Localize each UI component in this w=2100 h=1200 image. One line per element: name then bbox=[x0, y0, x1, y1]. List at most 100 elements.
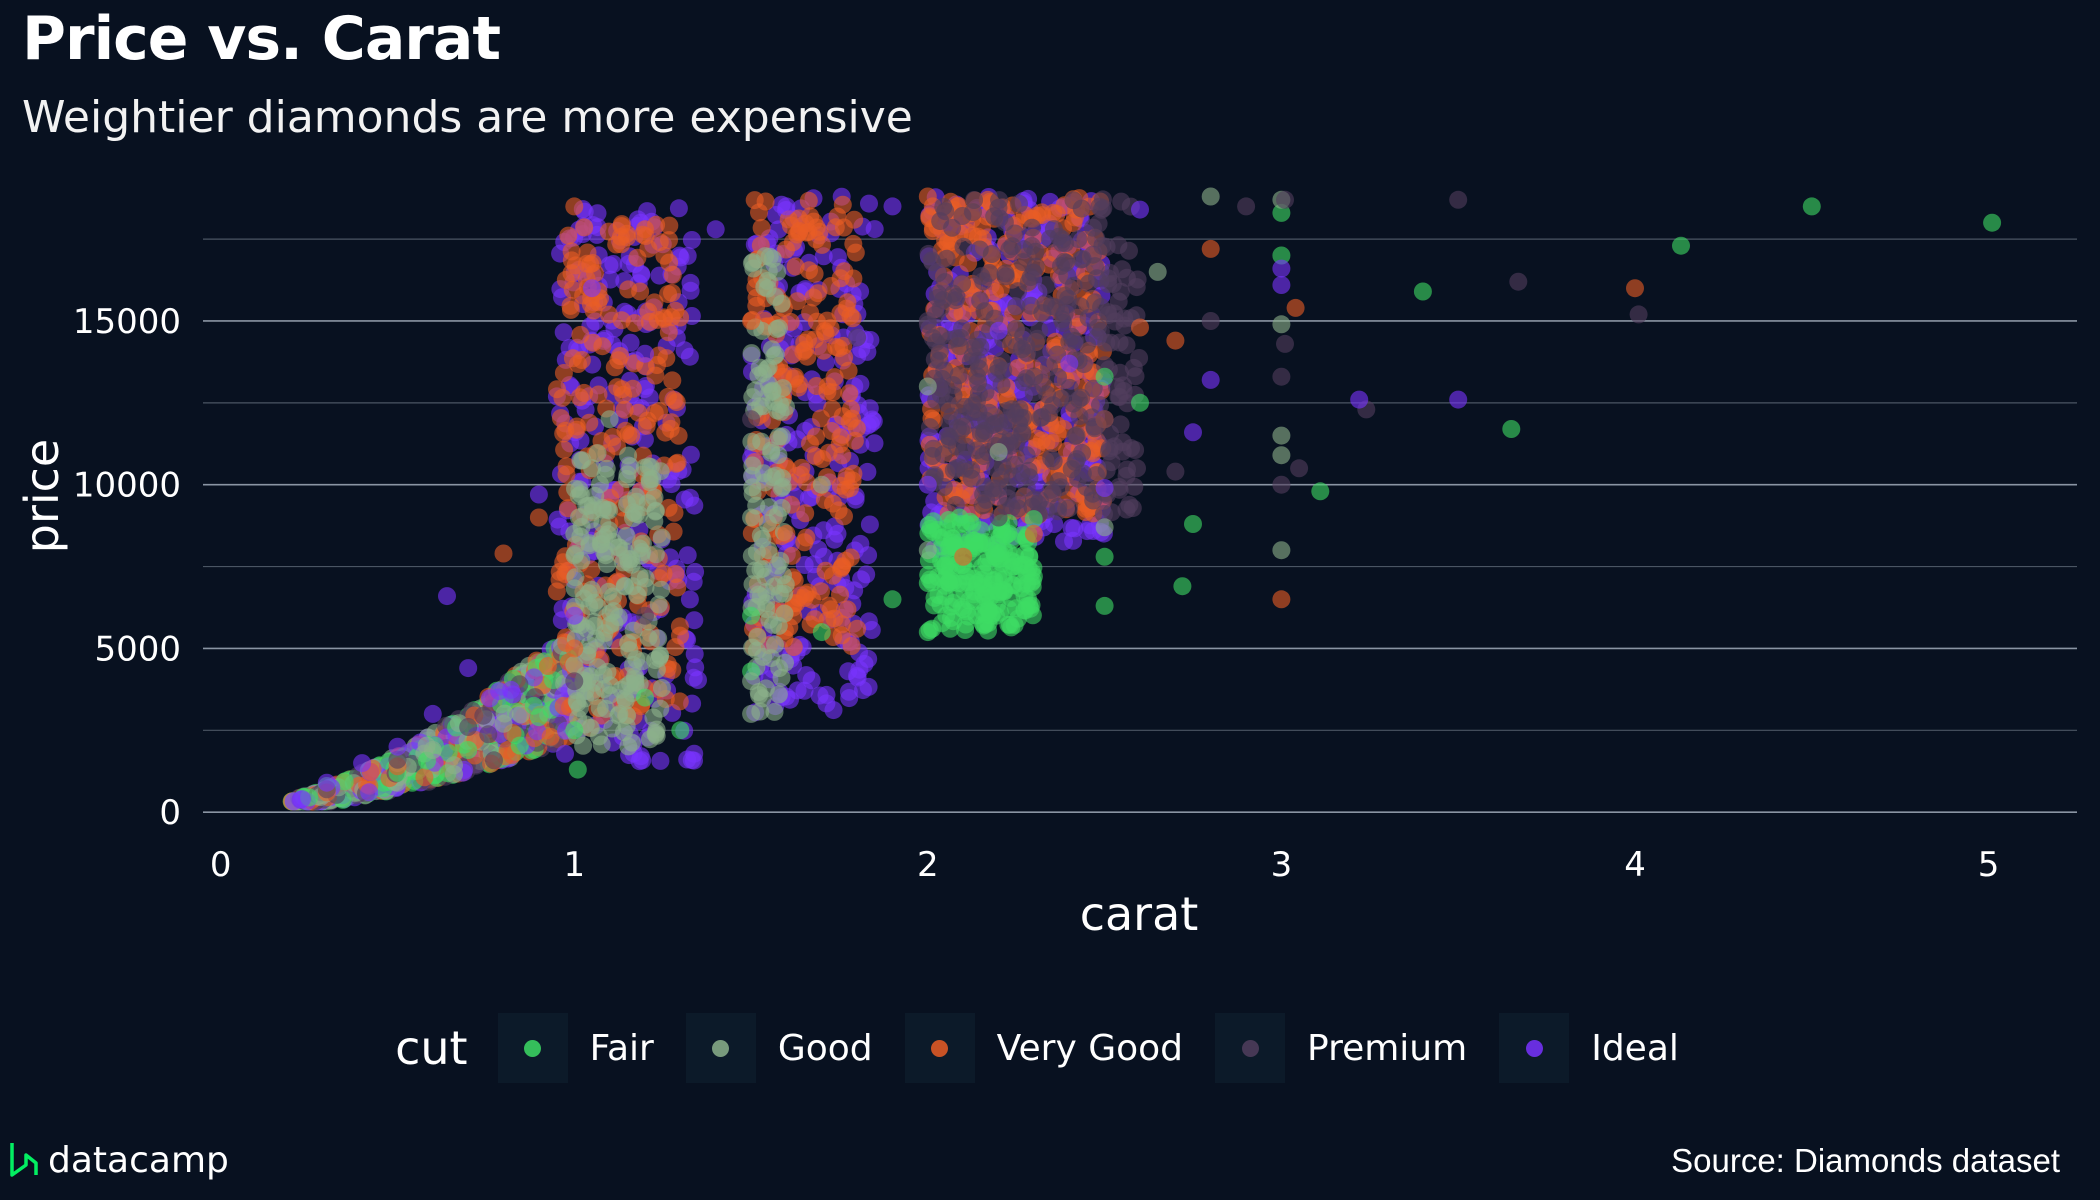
legend-item-good[interactable]: Good bbox=[685, 1013, 893, 1083]
point-very-good bbox=[648, 310, 667, 329]
point-ideal bbox=[601, 270, 620, 289]
point-very-good bbox=[578, 243, 597, 262]
legend-label: Premium bbox=[1307, 1027, 1468, 1069]
point-good bbox=[645, 488, 664, 507]
point-good bbox=[565, 579, 584, 598]
point-very-good bbox=[846, 243, 865, 262]
point-premium bbox=[1101, 424, 1119, 443]
point-fair bbox=[1272, 246, 1291, 265]
point-very-good bbox=[792, 458, 811, 477]
legend-item-fair[interactable]: Fair bbox=[497, 1013, 674, 1083]
point-ideal bbox=[640, 388, 659, 407]
point-good bbox=[770, 659, 789, 678]
point-good bbox=[649, 629, 668, 648]
point-premium bbox=[459, 718, 478, 736]
point-very-good bbox=[838, 600, 857, 619]
point-premium bbox=[964, 203, 982, 222]
point-very-good bbox=[812, 409, 830, 428]
point-ideal bbox=[678, 546, 697, 565]
point-premium bbox=[1073, 443, 1091, 462]
point-very-good bbox=[589, 385, 608, 404]
point-premium bbox=[1117, 466, 1136, 485]
point-good bbox=[590, 727, 609, 746]
x-tick-label: 4 bbox=[1624, 845, 1646, 885]
point-good bbox=[742, 344, 761, 363]
legend-item-ideal[interactable]: Ideal bbox=[1499, 1013, 1699, 1083]
point-premium bbox=[982, 245, 1001, 263]
y-tick-label: 10000 bbox=[73, 466, 181, 506]
point-fair bbox=[979, 601, 998, 620]
point-premium bbox=[1006, 404, 1024, 423]
point-premium bbox=[1023, 218, 1041, 237]
point-premium bbox=[1006, 224, 1024, 243]
point-fair bbox=[1017, 597, 1036, 616]
point-premium bbox=[1069, 230, 1088, 248]
point-very-good bbox=[572, 351, 591, 369]
legend-key bbox=[1215, 1013, 1285, 1083]
datacamp-logo-icon bbox=[10, 1142, 38, 1177]
point-premium bbox=[992, 375, 1011, 394]
legend-item-premium[interactable]: Premium bbox=[1215, 1013, 1487, 1083]
point-premium bbox=[970, 411, 989, 430]
point-ideal bbox=[1095, 479, 1114, 497]
point-fair bbox=[1024, 567, 1043, 586]
point-very-good bbox=[605, 358, 624, 377]
point-ideal bbox=[810, 686, 829, 705]
point-very-good bbox=[550, 562, 569, 581]
point-ideal bbox=[588, 204, 607, 223]
point-very-good bbox=[819, 596, 838, 615]
point-fair bbox=[742, 606, 761, 625]
point-very-good bbox=[796, 504, 815, 523]
point-very-good bbox=[822, 277, 840, 295]
point-good bbox=[601, 676, 620, 695]
point-very-good bbox=[619, 425, 638, 444]
x-axis-title: carat bbox=[1080, 887, 1199, 941]
point-premium bbox=[998, 489, 1017, 508]
point-premium bbox=[992, 467, 1011, 486]
point-good bbox=[610, 538, 629, 557]
point-good bbox=[744, 259, 763, 278]
point-very-good bbox=[659, 285, 678, 304]
point-good bbox=[597, 699, 615, 718]
point-good bbox=[565, 655, 584, 674]
point-very-good bbox=[555, 440, 574, 459]
point-good bbox=[1272, 541, 1291, 560]
point-ideal bbox=[675, 490, 694, 509]
point-very-good bbox=[566, 256, 585, 275]
brand[interactable]: datacamp bbox=[8, 1140, 229, 1181]
point-very-good bbox=[565, 197, 584, 216]
legend-dot-very-good bbox=[931, 1039, 949, 1057]
point-very-good bbox=[1037, 434, 1056, 453]
point-good bbox=[640, 470, 659, 489]
point-very-good bbox=[784, 638, 803, 656]
point-very-good bbox=[563, 280, 582, 299]
point-ideal bbox=[685, 611, 704, 630]
point-very-good bbox=[832, 626, 851, 645]
point-very-good bbox=[848, 619, 867, 638]
point-very-good bbox=[662, 308, 681, 327]
point-premium bbox=[1114, 376, 1133, 395]
legend-dot-premium bbox=[1241, 1039, 1259, 1057]
legend-label: Good bbox=[777, 1027, 873, 1069]
point-very-good bbox=[821, 319, 840, 338]
point-very-good bbox=[637, 416, 656, 435]
point-premium bbox=[967, 441, 986, 460]
point-ideal bbox=[503, 685, 522, 704]
point-premium bbox=[1053, 230, 1072, 249]
legend-label: Fair bbox=[589, 1027, 654, 1069]
point-premium bbox=[1028, 329, 1047, 348]
point-good bbox=[773, 427, 791, 446]
point-ideal bbox=[529, 485, 548, 504]
point-premium bbox=[1629, 305, 1648, 324]
point-very-good bbox=[918, 187, 937, 206]
point-very-good bbox=[665, 503, 684, 522]
point-ideal bbox=[681, 445, 700, 464]
point-very-good bbox=[593, 337, 612, 356]
point-ideal bbox=[600, 256, 619, 275]
point-premium bbox=[1276, 334, 1294, 353]
point-very-good bbox=[554, 364, 573, 382]
point-premium bbox=[921, 418, 939, 437]
point-good bbox=[769, 685, 788, 704]
point-good bbox=[652, 528, 671, 547]
legend-item-very-good[interactable]: Very Good bbox=[904, 1013, 1203, 1083]
